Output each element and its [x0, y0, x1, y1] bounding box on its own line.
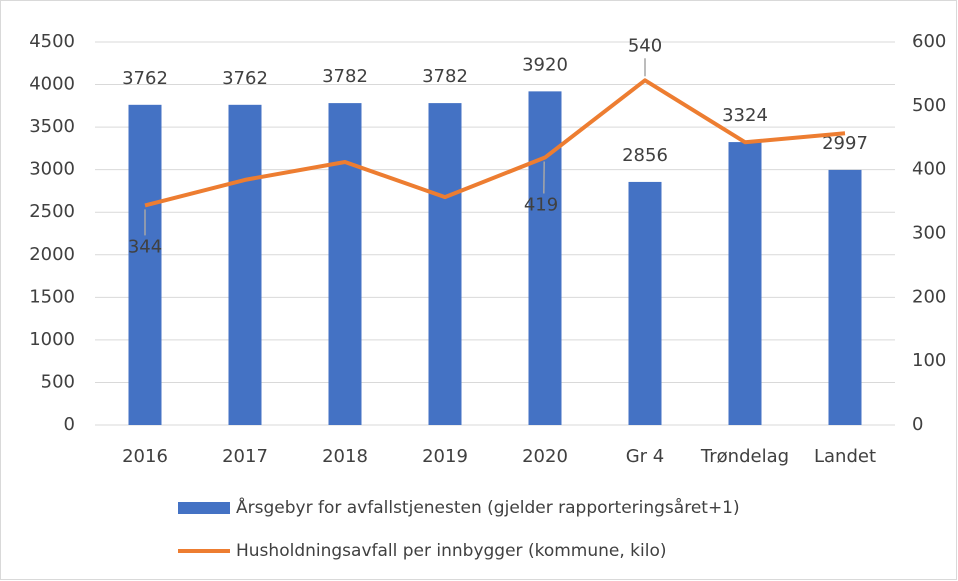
y2-tick-label: 500	[912, 95, 946, 116]
y2-tick-label: 300	[912, 223, 946, 244]
legend-label: Husholdningsavfall per innbygger (kommun…	[236, 541, 667, 561]
bar-value-label: 3782	[422, 66, 468, 87]
bar-value-label: 3920	[522, 54, 568, 75]
y-tick-label: 3500	[29, 116, 75, 137]
bar	[128, 104, 162, 425]
y2-tick-label: 0	[912, 414, 923, 435]
x-tick-label: Landet	[814, 446, 876, 467]
x-tick-label: 2017	[222, 446, 268, 467]
y2-tick-label: 600	[912, 31, 946, 52]
line-value-label: 419	[524, 195, 558, 216]
legend-swatch	[178, 502, 230, 514]
y-tick-label: 2500	[29, 201, 75, 222]
bar	[728, 142, 762, 425]
y-tick-label: 0	[64, 414, 75, 435]
x-tick-label: 2016	[122, 446, 168, 467]
y-tick-label: 3000	[29, 159, 75, 180]
bar	[528, 91, 562, 425]
bar-value-label: 2856	[622, 145, 668, 166]
y-tick-label: 500	[41, 371, 75, 392]
bar	[628, 181, 662, 425]
y2-tick-label: 100	[912, 350, 946, 371]
bar-value-label: 3762	[122, 68, 168, 89]
bar-value-label: 2997	[822, 133, 868, 154]
x-tick-label: 2020	[522, 446, 568, 467]
x-tick-label: 2018	[322, 446, 368, 467]
y2-tick-label: 400	[912, 159, 946, 180]
legend-label: Årsgebyr for avfallstjenesten (gjelder r…	[236, 496, 740, 518]
x-tick-label: Gr 4	[626, 446, 665, 467]
bar-value-label: 3324	[722, 105, 768, 126]
x-tick-label: 2019	[422, 446, 468, 467]
bar	[228, 104, 262, 425]
bar	[828, 169, 862, 425]
y-tick-label: 1500	[29, 286, 75, 307]
bar-value-label: 3762	[222, 68, 268, 89]
x-tick-label: Trøndelag	[700, 446, 789, 467]
y2-tick-label: 200	[912, 286, 946, 307]
bar	[328, 103, 362, 426]
line-value-label: 344	[128, 236, 162, 257]
bar	[428, 103, 462, 426]
y-tick-label: 1000	[29, 329, 75, 350]
y-tick-label: 4000	[29, 74, 75, 95]
line-value-label: 540	[628, 35, 662, 56]
bar-value-label: 3782	[322, 66, 368, 87]
y-tick-label: 4500	[29, 31, 75, 52]
y-tick-label: 2000	[29, 244, 75, 265]
line	[144, 78, 846, 208]
